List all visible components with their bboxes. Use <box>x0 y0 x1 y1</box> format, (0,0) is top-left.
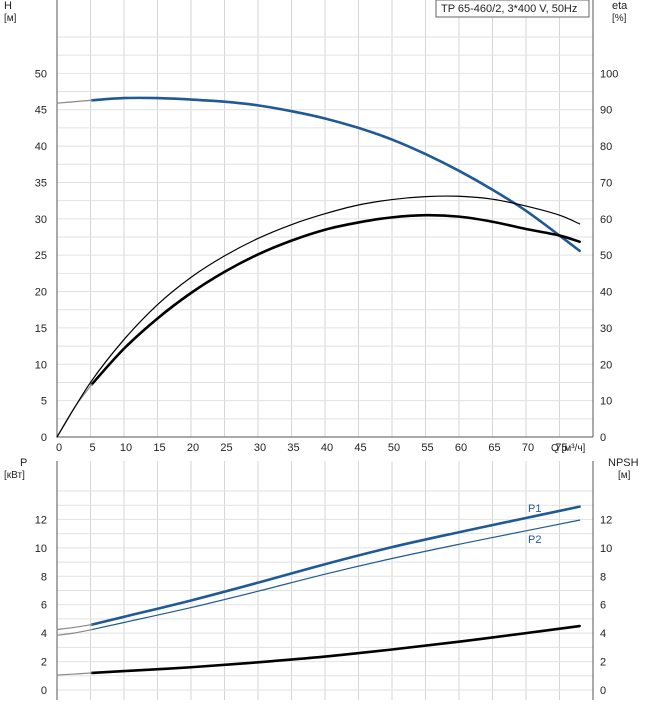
q-tick-label: 5 <box>89 442 95 454</box>
h-ext-curve <box>56 99 93 104</box>
power-npsh-ticks: 0 2 4 6 8 10 12 0 2 4 6 8 10 12 <box>35 514 613 697</box>
eta-tick-label: 50 <box>600 250 612 262</box>
npsh-tick-label: 10 <box>600 543 612 555</box>
h-tick-label: 45 <box>35 105 47 117</box>
q-tick-label: 30 <box>254 442 266 454</box>
eta-tick-label: 0 <box>600 432 606 444</box>
npsh-axis-label: NPSH <box>608 457 639 469</box>
eta-tick-label: 60 <box>600 214 612 226</box>
h-tick-label: 20 <box>35 287 47 299</box>
npsh-tick-label: 12 <box>600 514 612 526</box>
p-axis-unit: [кВт] <box>4 470 25 481</box>
eta-tick-label: 20 <box>600 359 612 371</box>
p1-series-label: P1 <box>528 503 541 515</box>
p-tick-label: 8 <box>41 571 47 583</box>
npsh-tick-label: 2 <box>600 657 606 669</box>
p-tick-label: 6 <box>41 600 47 612</box>
h-axis-unit: [м] <box>4 13 17 24</box>
q-tick-label: 40 <box>321 442 333 454</box>
q-tick-label: 25 <box>220 442 232 454</box>
head-efficiency-ticks: 0510152025303540455001020304050607080901… <box>35 68 619 454</box>
p-ext-curve <box>56 624 93 631</box>
h-tick-label: 5 <box>41 396 47 408</box>
p2-curve <box>91 519 581 631</box>
eta-tick-label: 40 <box>600 287 612 299</box>
p2-series-label: P2 <box>528 534 541 546</box>
head-efficiency-grid <box>56 0 594 438</box>
h-curve <box>90 96 581 253</box>
q-tick-label: 15 <box>153 442 165 454</box>
q-tick-label: 45 <box>354 442 366 454</box>
q-tick-label: 20 <box>187 442 199 454</box>
npsh-ext-curve <box>56 672 93 676</box>
npsh-axis-unit: [м] <box>618 470 631 481</box>
p-tick-label: 12 <box>35 514 47 526</box>
q-tick-label: 35 <box>287 442 299 454</box>
eta-tick-label: 70 <box>600 177 612 189</box>
h-tick-label: 10 <box>35 359 47 371</box>
p-tick-label: 0 <box>41 685 47 697</box>
p-tick-label: 4 <box>41 628 47 640</box>
p-axis-label: P <box>20 457 27 469</box>
npsh-tick-label: 8 <box>600 571 606 583</box>
h-tick-label: 25 <box>35 250 47 262</box>
npsh-tick-label: 6 <box>600 600 606 612</box>
h-tick-label: 35 <box>35 177 47 189</box>
npsh-tick-label: 4 <box>600 628 606 640</box>
eta-tick-label: 100 <box>600 68 618 80</box>
q-tick-label: 60 <box>455 442 467 454</box>
eta-axis-label: eta <box>612 0 628 12</box>
p2-ext-curve <box>56 628 93 636</box>
q-tick-label: 10 <box>120 442 132 454</box>
title-box <box>435 0 590 18</box>
npsh-curve <box>90 624 581 675</box>
q-axis-label: Q [м³/ч] <box>551 443 586 454</box>
h-tick-label: 40 <box>35 141 47 153</box>
npsh-tick-label: 0 <box>600 685 606 697</box>
q-tick-label: 70 <box>522 442 534 454</box>
power-npsh-grid <box>56 461 594 700</box>
eta-axis-unit: [%] <box>612 13 627 24</box>
q-tick-label: 75 <box>555 442 567 454</box>
eta-tick-label: 80 <box>600 141 612 153</box>
q-tick-label: 50 <box>388 442 400 454</box>
h-axis-label: H <box>4 0 12 12</box>
p1-curve <box>90 505 581 626</box>
p-tick-label: 10 <box>35 543 47 555</box>
q-tick-label: 65 <box>488 442 500 454</box>
h-tick-label: 50 <box>35 68 47 80</box>
h-tick-label: 0 <box>41 432 47 444</box>
chart-title: TP 65-460/2, 3*400 V, 50Hz <box>441 3 577 15</box>
q-tick-label: 0 <box>56 442 62 454</box>
eta-curve <box>90 213 581 386</box>
curves <box>56 96 581 676</box>
p-tick-label: 2 <box>41 657 47 669</box>
h-tick-label: 15 <box>35 323 47 335</box>
h-tick-label: 30 <box>35 214 47 226</box>
eta-unreduced-curve <box>56 195 581 438</box>
eta-tick-label: 90 <box>600 105 612 117</box>
eta-tick-label: 30 <box>600 323 612 335</box>
q-tick-label: 55 <box>421 442 433 454</box>
eta-tick-label: 10 <box>600 396 612 408</box>
